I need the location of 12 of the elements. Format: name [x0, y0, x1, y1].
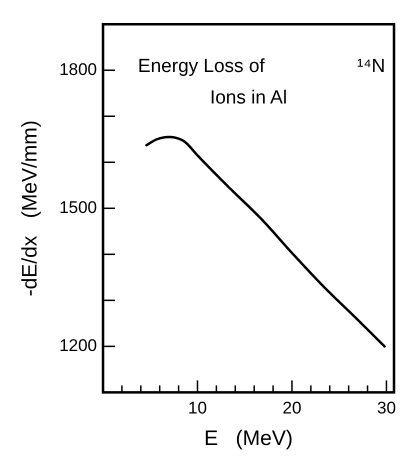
x-tick-label: 10: [188, 398, 207, 418]
y-tick-label: 1800: [59, 60, 98, 79]
annotation: ¹⁴N: [357, 56, 386, 78]
line-series: [145, 136, 386, 348]
y-tick-label: 1200: [59, 336, 98, 356]
y-tick-label: 1500: [59, 198, 98, 217]
x-tick-label: 30: [376, 398, 396, 418]
x-axis-title: E (MeV): [204, 427, 293, 450]
annotation: Ions in Al: [210, 87, 288, 108]
y-axis-title: -dE/dx (MeV/mm): [18, 120, 42, 296]
annotation: Energy Loss of: [138, 56, 266, 78]
x-tick-label: 20: [282, 398, 302, 418]
